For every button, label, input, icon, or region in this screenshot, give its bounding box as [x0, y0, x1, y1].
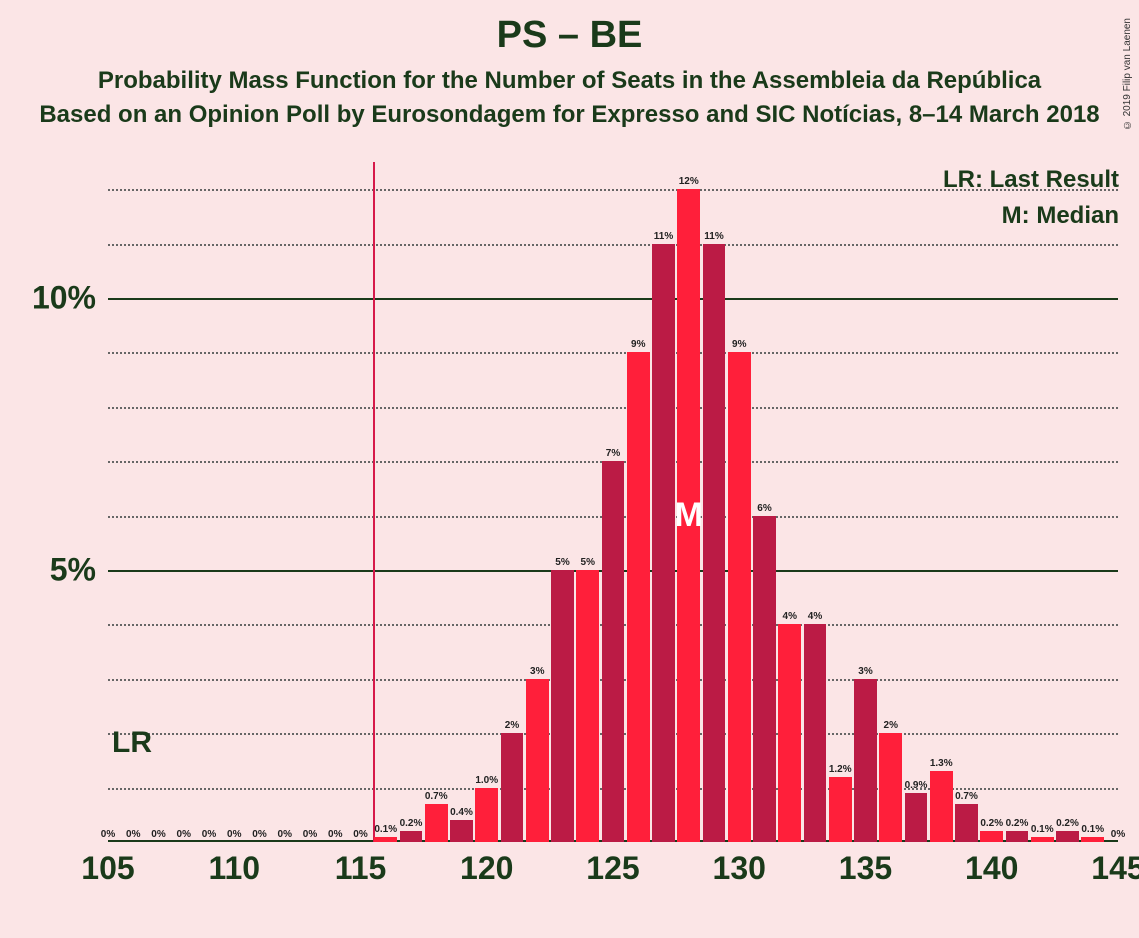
bar: 3%	[526, 679, 549, 842]
x-tick-label: 130	[713, 850, 766, 887]
bar-value-label: 0.9%	[905, 780, 928, 791]
bar: 11%	[652, 244, 675, 842]
bar: 11%	[703, 244, 726, 842]
bar-value-label: 6%	[757, 503, 771, 514]
bar-value-label: 0%	[303, 829, 317, 840]
bar-value-label: 2%	[505, 720, 519, 731]
bar-value-label: 0.2%	[400, 818, 423, 829]
bar-value-label: 0.1%	[374, 824, 397, 835]
bar-value-label: 9%	[631, 339, 645, 350]
x-tick-label: 125	[586, 850, 639, 887]
bar: 1.0%	[475, 788, 498, 842]
gridline-minor	[108, 189, 1118, 191]
bar: 7%	[602, 461, 625, 842]
bar-value-label: 11%	[704, 231, 723, 242]
bar-value-label: 0.2%	[1056, 818, 1079, 829]
x-tick-label: 120	[460, 850, 513, 887]
y-tick-label: 5%	[50, 552, 96, 589]
bar-value-label: 0%	[202, 829, 216, 840]
bar: 12%	[677, 189, 700, 842]
bar-value-label: 5%	[555, 557, 569, 568]
bar-value-label: 0%	[177, 829, 191, 840]
bar-value-label: 1.0%	[475, 775, 498, 786]
bar: 4%	[804, 624, 827, 842]
bar: 0.1%	[374, 837, 397, 842]
y-tick-label: 10%	[32, 280, 96, 317]
x-tick-label: 115	[335, 850, 387, 887]
bar: 0.9%	[905, 793, 928, 842]
chart-title: PS – BE	[0, 14, 1139, 57]
bar-value-label: 12%	[679, 176, 699, 187]
bar: 0.2%	[1006, 831, 1029, 842]
bar-value-label: 0%	[227, 829, 241, 840]
bar-value-label: 9%	[732, 339, 746, 350]
bar: 0.1%	[1081, 837, 1104, 842]
bar-value-label: 0%	[278, 829, 292, 840]
bar-value-label: 5%	[581, 557, 595, 568]
bar-value-label: 0%	[1111, 829, 1125, 840]
x-tick-label: 105	[81, 850, 134, 887]
bar: 0.2%	[1056, 831, 1079, 842]
bar-value-label: 0.2%	[1006, 818, 1029, 829]
bar-value-label: 7%	[606, 448, 620, 459]
bar: 2%	[879, 733, 902, 842]
gridline-minor	[108, 352, 1118, 354]
bar: 0.7%	[955, 804, 978, 842]
bar: 1.2%	[829, 777, 852, 842]
bar: 1.3%	[930, 771, 953, 842]
x-tick-label: 110	[208, 850, 260, 887]
bar-value-label: 0%	[126, 829, 140, 840]
gridline-minor	[108, 407, 1118, 409]
chart-source: Based on an Opinion Poll by Eurosondagem…	[0, 101, 1139, 129]
bar: 9%	[728, 352, 751, 842]
bar: 6%	[753, 516, 776, 842]
bar-value-label: 1.2%	[829, 764, 852, 775]
bar-value-label: 0.7%	[425, 791, 448, 802]
bar-value-label: 2%	[884, 720, 898, 731]
bar: 4%	[778, 624, 801, 842]
bar: 3%	[854, 679, 877, 842]
x-tick-label: 140	[965, 850, 1018, 887]
bar-value-label: 0.4%	[450, 807, 473, 818]
bar-value-label: 0.2%	[980, 818, 1003, 829]
bar: 0.2%	[400, 831, 423, 842]
copyright-text: © 2019 Filip van Laenen	[1122, 18, 1133, 130]
bar: 0.4%	[450, 820, 473, 842]
bar: 0.2%	[980, 831, 1003, 842]
bar: 0.7%	[425, 804, 448, 842]
bar-value-label: 4%	[808, 611, 822, 622]
bar-value-label: 0%	[252, 829, 266, 840]
gridline-major	[108, 298, 1118, 300]
gridline-minor	[108, 244, 1118, 246]
bar: 5%	[551, 570, 574, 842]
bar-value-label: 3%	[858, 666, 872, 677]
bar: 0.1%	[1031, 837, 1054, 842]
bar-value-label: 1.3%	[930, 758, 953, 769]
bar-value-label: 3%	[530, 666, 544, 677]
bar: 9%	[627, 352, 650, 842]
bar-value-label: 0%	[101, 829, 115, 840]
x-tick-label: 135	[839, 850, 892, 887]
chart-plot-area: 5%10%105110115120125130135140145LR0%0%0%…	[108, 162, 1118, 842]
x-tick-label: 145	[1091, 850, 1139, 887]
bar-value-label: 0.1%	[1081, 824, 1104, 835]
bar-value-label: 0%	[328, 829, 342, 840]
lr-label: LR	[112, 726, 152, 760]
bar-value-label: 0.7%	[955, 791, 978, 802]
bar-value-label: 0%	[353, 829, 367, 840]
bar: 2%	[501, 733, 524, 842]
bar-value-label: 4%	[783, 611, 797, 622]
bar-value-label: 11%	[654, 231, 673, 242]
bar: 5%	[576, 570, 599, 842]
lr-line	[373, 162, 375, 842]
bar-value-label: 0%	[151, 829, 165, 840]
bar-value-label: 0.1%	[1031, 824, 1054, 835]
chart-subtitle: Probability Mass Function for the Number…	[0, 67, 1139, 95]
